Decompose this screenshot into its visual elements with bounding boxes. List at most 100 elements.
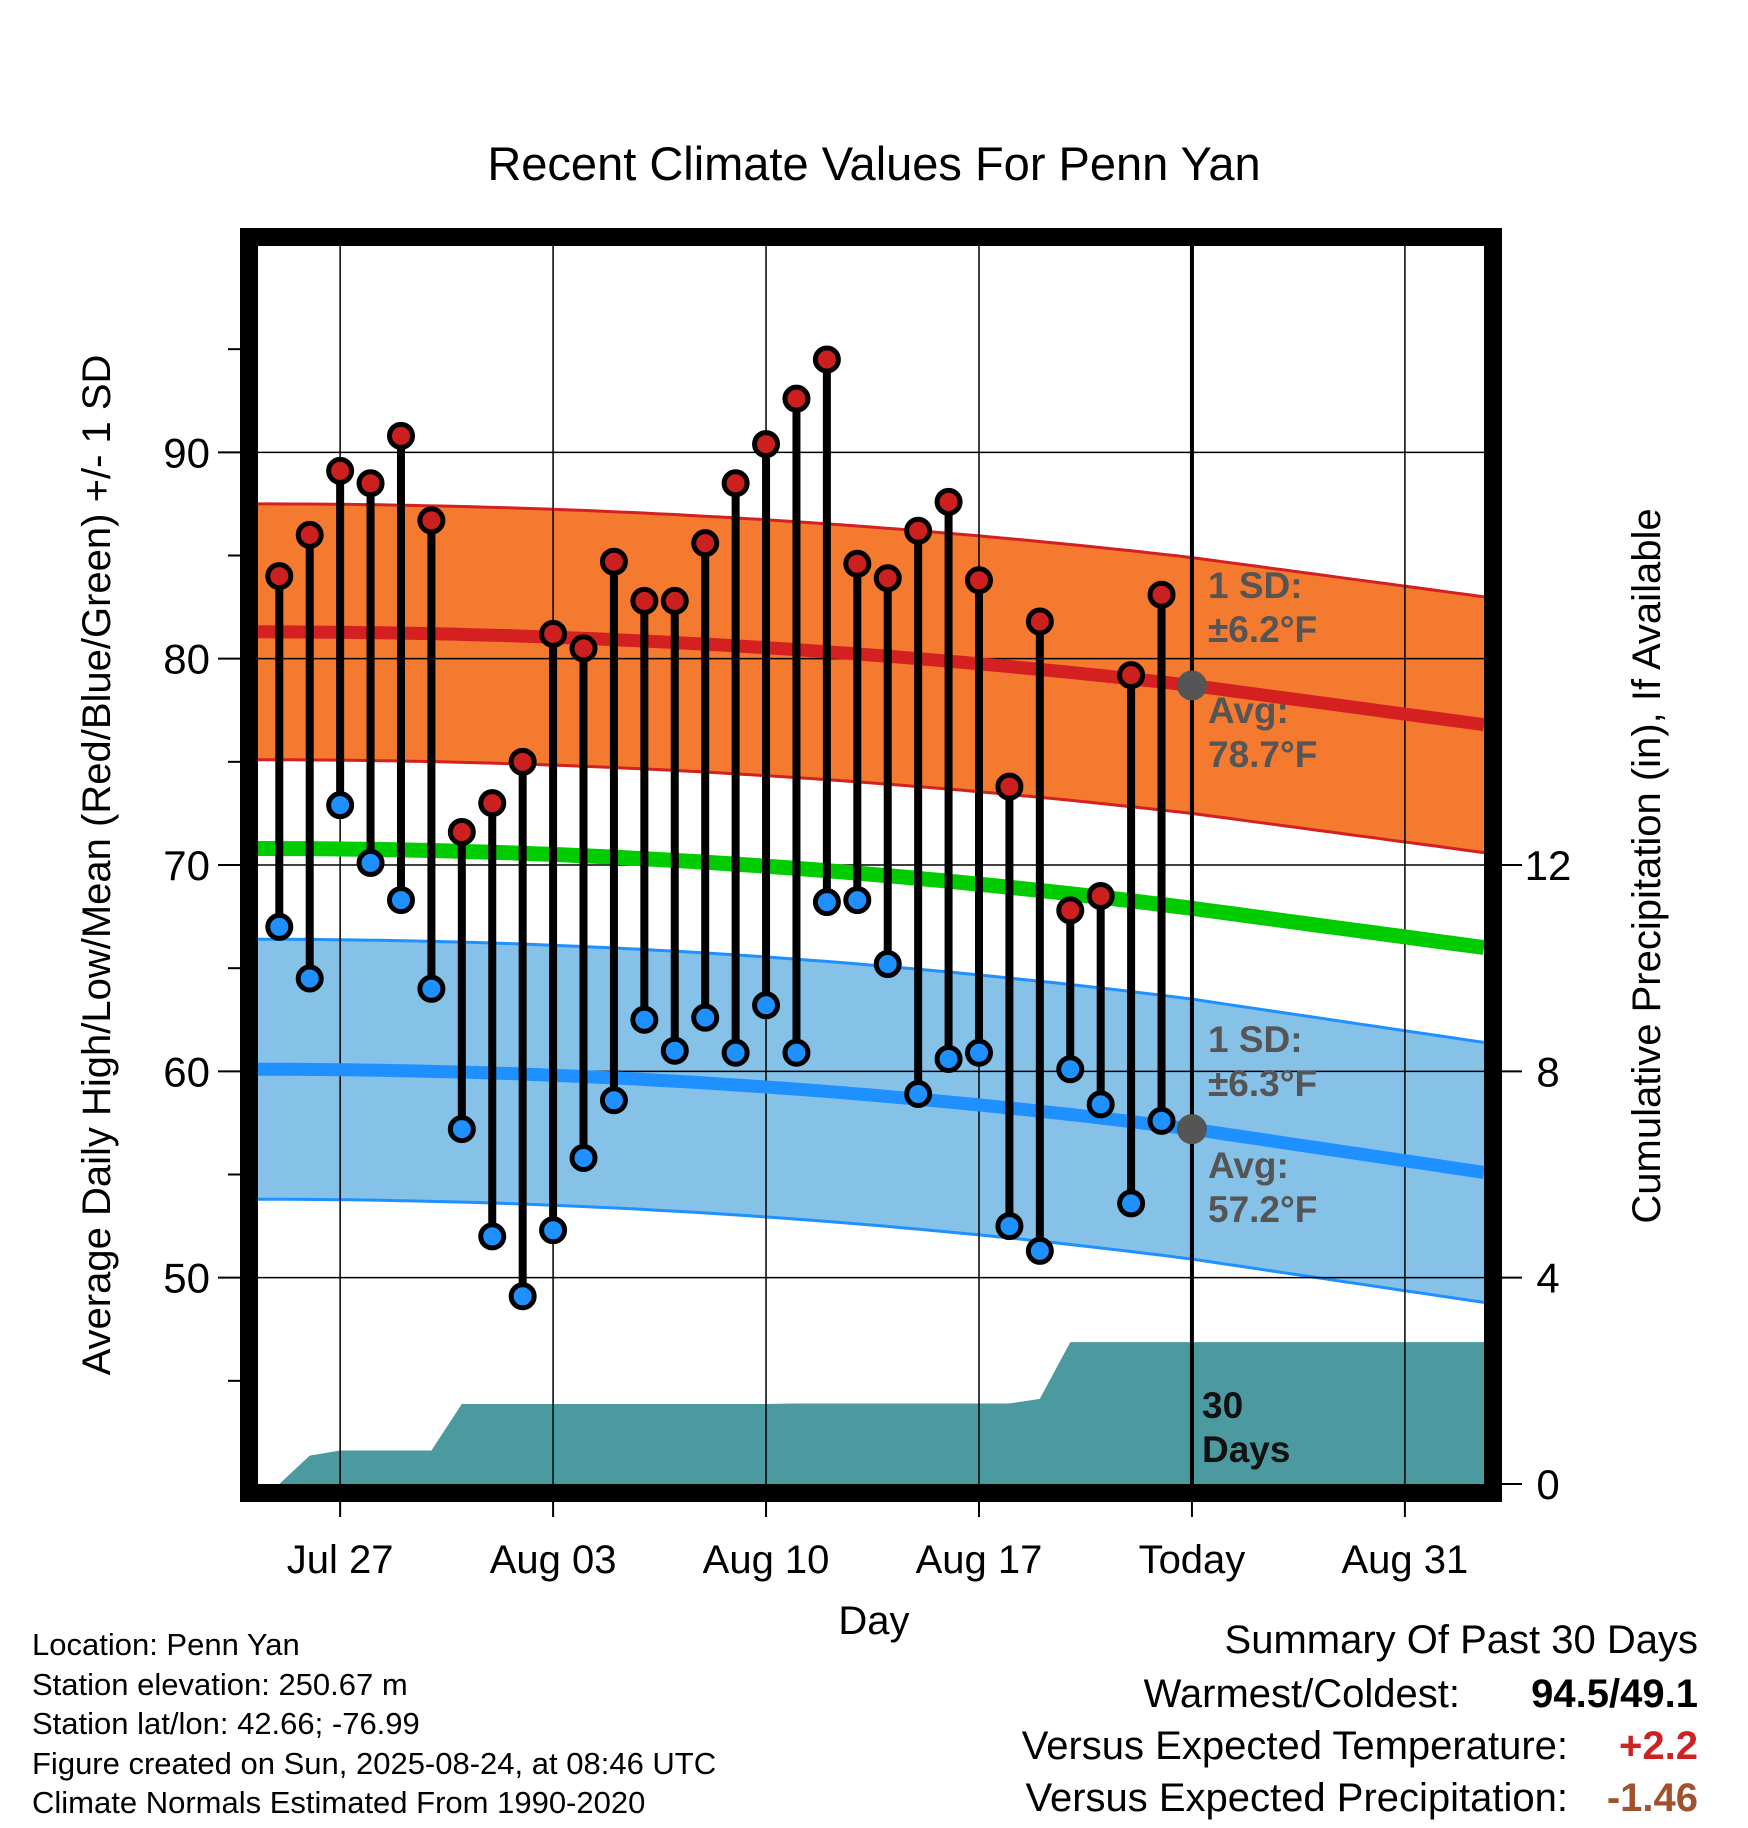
- footer-location: Location: Penn Yan: [32, 1627, 300, 1662]
- daily-low-point: [721, 1038, 750, 1067]
- daily-high-point: [964, 566, 993, 595]
- daily-high-point: [1025, 607, 1054, 636]
- daily-low-point: [569, 1143, 598, 1172]
- annotations: 1 SD: ±6.2°F Avg: 78.7°F 1 SD: ±6.3°F Av…: [1202, 565, 1317, 1470]
- days-number: 30: [1202, 1385, 1243, 1426]
- high-band-lower-edge: [258, 758, 1485, 855]
- daily-high-point: [843, 549, 872, 578]
- daily-high-point: [1117, 661, 1146, 690]
- daily-high-point: [295, 520, 324, 549]
- y-axis-label: Average Daily High/Low/Mean (Red/Blue/Gr…: [75, 355, 119, 1376]
- daily-high-point: [934, 487, 963, 516]
- daily-high-point: [447, 817, 476, 846]
- daily-low-point: [1086, 1090, 1115, 1119]
- summary-warm-cold-label: Warmest/Coldest:: [1143, 1672, 1460, 1716]
- summary-temp-label: Versus Expected Temperature:: [1021, 1724, 1568, 1768]
- daily-low-point: [478, 1222, 507, 1251]
- precip-area-group: [279, 1342, 1484, 1484]
- daily-high-point: [995, 772, 1024, 801]
- high-sd-label: 1 SD:: [1208, 565, 1303, 606]
- x-tick-label: Aug 31: [1342, 1538, 1469, 1582]
- summary-precip-value: -1.46: [1606, 1776, 1698, 1820]
- low-avg-label: Avg:: [1208, 1145, 1289, 1186]
- daily-low-point: [1056, 1055, 1085, 1084]
- y-tick-label: 50: [163, 1255, 210, 1302]
- grid-lines: [258, 246, 1484, 1484]
- daily-low-point: [386, 886, 415, 915]
- low-sd-value: ±6.3°F: [1208, 1063, 1317, 1104]
- x-tick-label: Jul 27: [287, 1538, 394, 1582]
- daily-low-point: [843, 886, 872, 915]
- chart-title: Recent Climate Values For Penn Yan: [487, 137, 1260, 190]
- low-avg-value: 57.2°F: [1208, 1189, 1317, 1230]
- summary-temp-value: +2.2: [1619, 1724, 1698, 1768]
- daily-high-point: [599, 547, 628, 576]
- high-band-upper-edge: [258, 502, 1485, 599]
- daily-high-point: [417, 506, 446, 535]
- high-avg-label: Avg:: [1208, 690, 1289, 731]
- y2-tick-label: 8: [1536, 1048, 1559, 1095]
- summary-warm-cold-value: 94.5/49.1: [1531, 1672, 1698, 1716]
- daily-low-point: [660, 1036, 689, 1065]
- daily-high-point: [812, 345, 841, 374]
- today-low-avg-dot: [1176, 1114, 1207, 1145]
- daily-high-point: [721, 469, 750, 498]
- daily-high-point: [1147, 580, 1176, 609]
- x-tick-label: Aug 17: [916, 1538, 1043, 1582]
- daily-low-point: [508, 1282, 537, 1311]
- y2-tick-label: 4: [1536, 1255, 1559, 1302]
- daily-high-point: [782, 384, 811, 413]
- daily-dots: [265, 345, 1176, 1311]
- y-tick-label: 70: [163, 842, 210, 889]
- y-tick-label: 80: [163, 636, 210, 683]
- daily-low-point: [630, 1005, 659, 1034]
- daily-low-point: [1025, 1236, 1054, 1265]
- x-axis-label: Day: [838, 1599, 909, 1643]
- daily-stems: [275, 359, 1166, 1297]
- daily-high-point: [478, 789, 507, 818]
- plot-frame: [240, 228, 1502, 1502]
- footer-created: Figure created on Sun, 2025-08-24, at 08…: [32, 1746, 717, 1781]
- x-tick-label: Aug 03: [490, 1538, 617, 1582]
- precip-area: [279, 1342, 1484, 1484]
- normal-high-line: [257, 625, 1485, 732]
- daily-low-point: [995, 1212, 1024, 1241]
- high-sd-value: ±6.2°F: [1208, 609, 1317, 650]
- daily-low-point: [752, 991, 781, 1020]
- daily-high-point: [265, 562, 294, 591]
- y2-tick-label: 0: [1536, 1461, 1559, 1508]
- daily-low-point: [964, 1038, 993, 1067]
- daily-low-point: [873, 950, 902, 979]
- daily-high-point: [1056, 896, 1085, 925]
- x-tick-label: Aug 10: [703, 1538, 830, 1582]
- daily-high-point: [386, 421, 415, 450]
- footer-elevation: Station elevation: 250.67 m: [32, 1667, 408, 1702]
- low-sd-label: 1 SD:: [1208, 1019, 1303, 1060]
- daily-low-point: [1147, 1106, 1176, 1135]
- daily-low-point: [812, 888, 841, 917]
- low-band-lower-edge: [258, 1197, 1485, 1304]
- high-avg-value: 78.7°F: [1208, 734, 1317, 775]
- footer-latlon: Station lat/lon: 42.66; -76.99: [32, 1706, 420, 1741]
- daily-high-point: [660, 586, 689, 615]
- y-tick-label: 60: [163, 1048, 210, 1095]
- daily-high-point: [691, 529, 720, 558]
- daily-high-point: [569, 634, 598, 663]
- daily-high-point: [1086, 881, 1115, 910]
- high-sd-band: [258, 503, 1484, 853]
- daily-low-point: [599, 1086, 628, 1115]
- axis-ticks: Jul 27 Aug 03 Aug 10 Aug 17 Today Aug 31 50 60 7…: [163, 348, 1571, 1582]
- footer-normals: Climate Normals Estimated From 1990-2020: [32, 1785, 646, 1820]
- y-tick-label: 90: [163, 429, 210, 476]
- daily-high-point: [752, 430, 781, 459]
- daily-low-point: [539, 1216, 568, 1245]
- summary-title: Summary Of Past 30 Days: [1224, 1618, 1698, 1662]
- today-high-avg-dot: [1176, 670, 1207, 701]
- daily-high-point: [873, 564, 902, 593]
- daily-low-point: [782, 1038, 811, 1067]
- daily-low-point: [326, 791, 355, 820]
- days-word: Days: [1202, 1429, 1290, 1470]
- daily-low-point: [691, 1003, 720, 1032]
- daily-high-point: [904, 516, 933, 545]
